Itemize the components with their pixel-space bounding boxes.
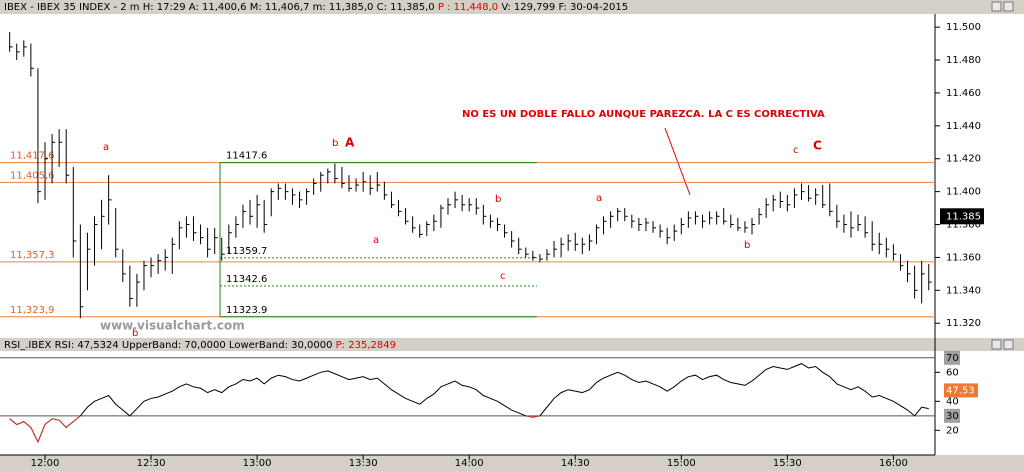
y-tick-label: 11.480 [946, 55, 981, 66]
price-header: IBEX - IBEX 35 INDEX - 2 m H: 17:29 A: 1… [4, 2, 628, 13]
box-level-label: 11359.7 [226, 246, 267, 257]
y-tick-label: 11.360 [946, 252, 981, 263]
y-tick-label: 40 [946, 396, 959, 407]
rsi-oversold [525, 415, 533, 418]
rsi-oversold [72, 415, 81, 423]
annotation: a [373, 235, 379, 246]
x-tick-label: 12:00 [31, 458, 60, 469]
band-box [944, 350, 960, 365]
minimize-button[interactable] [991, 339, 1002, 350]
annotation: A [345, 136, 355, 150]
window-buttons [991, 1, 1014, 350]
x-tick-label: 13:30 [349, 458, 378, 469]
rsi-line [9, 363, 929, 444]
rsi-oversold [532, 415, 541, 418]
level-label: 11,405,6 [10, 170, 55, 181]
time-axis-bar [0, 455, 1024, 471]
band-label: 30 [946, 411, 959, 422]
x-tick-label: 14:00 [455, 458, 484, 469]
annotation: b [495, 194, 501, 205]
rsi-oversold [30, 427, 39, 443]
rsi-oversold [65, 421, 74, 428]
rsi-oversold [9, 418, 18, 425]
band-box [944, 408, 960, 423]
rsi-header-bar [0, 338, 1024, 351]
annotation: NO ES UN DOBLE FALLO AUNQUE PAREZCA. LA … [462, 109, 825, 120]
x-tick-label: 15:00 [667, 458, 696, 469]
header-bar [0, 0, 1024, 14]
minimize-button[interactable] [991, 1, 1002, 12]
header-text: IBEX - IBEX 35 INDEX - 2 m H: 17:29 A: 1… [4, 2, 435, 13]
annotation: C [813, 139, 822, 153]
last-price-box [940, 208, 984, 225]
annotation: b [744, 240, 750, 251]
box-level-label: 11417.6 [226, 151, 267, 162]
x-tick-label: 13:00 [243, 458, 272, 469]
rsi-oversold [23, 421, 32, 428]
x-tick-label: 14:30 [561, 458, 590, 469]
y-tick-label: 11.440 [946, 121, 981, 132]
last-price-label: 11.385 [946, 211, 981, 222]
y-tick-label: 11.400 [946, 187, 981, 198]
y-tick-label: 11.380 [946, 220, 981, 231]
annotation: c [793, 145, 799, 156]
box-level-label: 11342.6 [226, 274, 267, 285]
x-tick-label: 12:30 [137, 458, 166, 469]
y-tick-label: 11.340 [946, 285, 981, 296]
note-pointer [664, 127, 691, 196]
header-text: P : 11,448,0 [438, 2, 498, 13]
y-tick-label: 11.420 [946, 154, 981, 165]
last-rsi-label: 47.53 [946, 385, 975, 396]
band-label: 70 [946, 353, 959, 364]
level-label: 11,417,6 [10, 151, 55, 162]
annotation: c [500, 271, 506, 282]
level-label: 11,357,3 [10, 250, 55, 261]
box-level-label: 11323.9 [226, 305, 267, 316]
rsi-oversold [44, 418, 53, 425]
last-rsi-box [944, 383, 978, 398]
y-tick-label: 11.320 [946, 318, 981, 329]
y-tick-label: 60 [946, 367, 959, 378]
header-text: V: 129,799 F: 30-04-2015 [501, 2, 628, 13]
rsi-oversold [16, 421, 24, 425]
rsi-oversold [58, 419, 67, 428]
x-tick-label: 15:30 [773, 458, 802, 469]
rsi-oversold [37, 424, 46, 443]
close-button[interactable] [1003, 1, 1014, 12]
header-text: P: 235,2849 [336, 340, 396, 351]
y-tick-label: 20 [946, 425, 959, 436]
level-label: 11,323,9 [10, 305, 55, 316]
rsi-oversold [51, 418, 60, 421]
close-button[interactable] [1003, 339, 1014, 350]
y-tick-label: 11.500 [946, 22, 981, 33]
rsi-header: RSI_.IBEX RSI: 47,5324 UpperBand: 70,000… [4, 340, 396, 351]
y-tick-label: 11.460 [946, 88, 981, 99]
annotation: a [103, 142, 109, 153]
x-tick-label: 16:00 [879, 458, 908, 469]
watermark: www.visualchart.com [100, 319, 245, 333]
annotation: b [132, 328, 138, 339]
annotation: a [596, 193, 602, 204]
annotation: b [332, 138, 338, 149]
header-text: RSI_.IBEX RSI: 47,5324 UpperBand: 70,000… [4, 340, 332, 351]
